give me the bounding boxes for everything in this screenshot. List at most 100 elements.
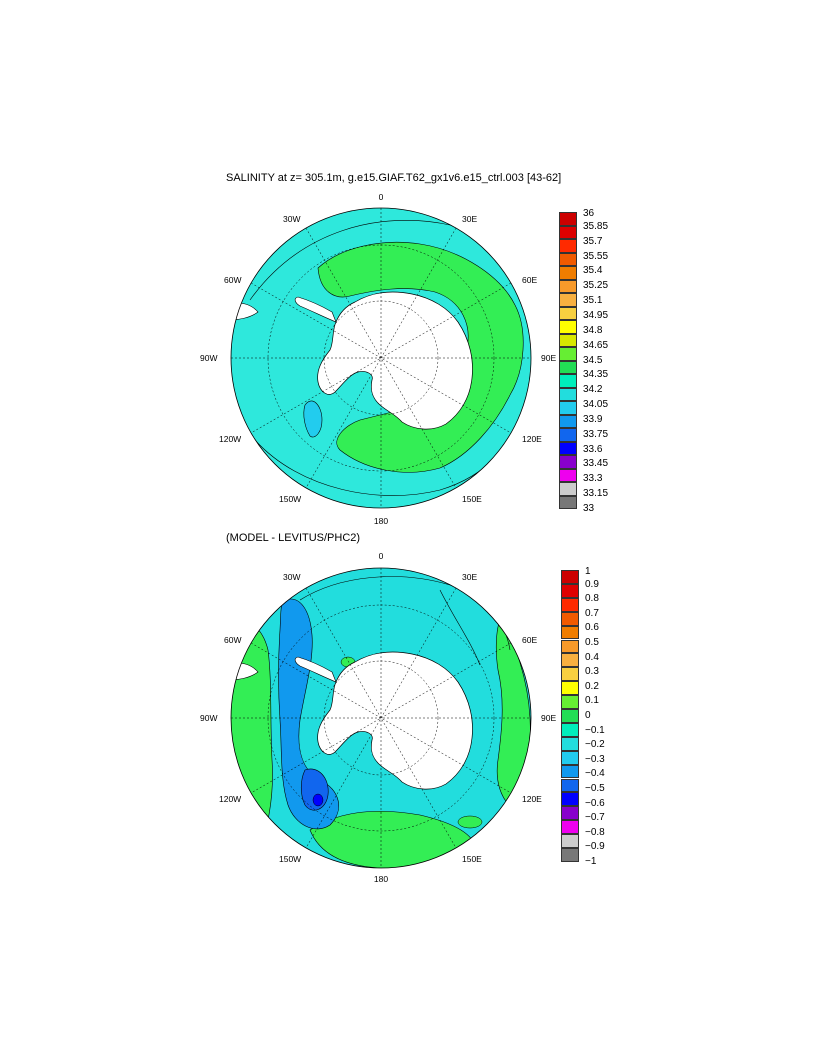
panel2-colorbar-cell — [561, 764, 579, 779]
label-120w: 120W — [219, 434, 241, 444]
panel2-colorbar-tick-label: 1 — [585, 566, 591, 577]
panel1-colorbar-tick-label: 34.8 — [583, 324, 603, 336]
panel2-colorbar-cell — [561, 848, 579, 862]
label-60e: 60E — [522, 635, 537, 645]
panel2-colorbar-cell — [561, 570, 579, 584]
panel2-colorbar-tick-label: −0.6 — [585, 797, 605, 809]
panel1-colorbar-cell — [559, 252, 577, 266]
panel2-colorbar-cell — [561, 750, 579, 765]
panel2-map — [230, 567, 532, 869]
label-120w: 120W — [219, 794, 241, 804]
panel2-colorbar-cell — [561, 709, 579, 723]
panel1-colorbar-cell — [559, 293, 577, 307]
panel2-title: (MODEL - LEVITUS/PHC2) — [226, 532, 361, 544]
label-120e: 120E — [522, 794, 542, 804]
label-90e: 90E — [541, 713, 556, 723]
label-150w: 150W — [279, 854, 301, 864]
panel2-colorbar-tick-label: −0.5 — [585, 782, 605, 794]
panel1-colorbar-tick-label: 33.45 — [583, 458, 609, 470]
panel2-colorbar-cell — [561, 597, 579, 612]
panel1-colorbar-cell — [559, 428, 577, 442]
panel1-colorbar-cell — [559, 266, 577, 280]
panel1-colorbar-cell — [559, 414, 577, 428]
panel1-colorbar-cell — [559, 482, 577, 496]
panel2-colorbar-cell — [561, 695, 579, 709]
panel1-colorbar-cell — [559, 212, 577, 226]
label-30w: 30W — [283, 572, 300, 582]
label-60w: 60W — [224, 635, 241, 645]
panel1-colorbar-cell — [559, 374, 577, 388]
panel2-colorbar-tick-label: 0.3 — [585, 666, 599, 678]
panel1-colorbar-tick-label: 33 — [583, 503, 595, 514]
panel1-map — [230, 207, 532, 509]
panel1-colorbar-tick-label: 34.95 — [583, 309, 609, 321]
panel2-colorbar-cell — [561, 722, 579, 737]
panel2-colorbar-tick-label: −0.2 — [585, 739, 605, 751]
panel1-colorbar-tick-label: 34.5 — [583, 354, 603, 366]
panel1-colorbar-tick-label: 34.65 — [583, 339, 609, 351]
panel2-colorbar-tick-label: −0.1 — [585, 724, 605, 736]
panel1-colorbar-tick-label: 33.9 — [583, 413, 603, 425]
panel1-colorbar-cell — [559, 455, 577, 469]
label-120e: 120E — [522, 434, 542, 444]
panel1-colorbar-tick-label: 35.4 — [583, 265, 603, 277]
label-180: 180 — [374, 874, 388, 884]
panel2-colorbar-cell — [561, 681, 579, 696]
panel1-colorbar-cell — [559, 401, 577, 415]
panel1-colorbar-tick-label: 33.3 — [583, 473, 603, 485]
panel1-colorbar-cell — [559, 306, 577, 320]
panel2-colorbar-cell — [561, 583, 579, 598]
panel2-colorbar-cell — [561, 834, 579, 848]
panel1-colorbar-tick-label: 34.05 — [583, 399, 609, 411]
panel2-colorbar-cell — [561, 806, 579, 821]
panel1-antarctica — [317, 291, 473, 430]
panel1-colorbar-tick-label: 36 — [583, 208, 595, 219]
panel1-colorbar-tick-label: 35.7 — [583, 235, 603, 247]
panel1-colorbar-tick-label: 34.35 — [583, 369, 609, 381]
panel2-colorbar-tick-label: 0.5 — [585, 636, 599, 648]
panel2-colorbar-cell — [561, 778, 579, 793]
panel2-colorbar-tick-label: 0.9 — [585, 578, 599, 590]
panel2-colorbar-cell — [561, 639, 579, 654]
label-30e: 30E — [462, 214, 477, 224]
panel1-colorbar-cell — [559, 279, 577, 293]
label-30w: 30W — [283, 214, 300, 224]
label-60e: 60E — [522, 275, 537, 285]
panel1-colorbar-tick-label: 35.1 — [583, 295, 603, 307]
panel2-colorbar-tick-label: −1 — [585, 855, 597, 867]
panel1-colorbar-cell — [559, 333, 577, 347]
panel1-colorbar-tick-label: 35.55 — [583, 250, 609, 262]
panel2-grid-labels: 0 180 90W 90E 30W 30E 60W 60E 120W 120E … — [200, 551, 556, 884]
panel2-colorbar-tick-label: −0.3 — [585, 753, 605, 765]
panel1-colorbar-tick-label: 35.85 — [583, 220, 609, 232]
panel1-colorbar-cell — [559, 441, 577, 455]
label-150e: 150E — [462, 494, 482, 504]
panel2-colorbar-cell — [561, 736, 579, 751]
panel2-antarctica — [317, 651, 473, 790]
panel1-colorbar-tick-label: 33.15 — [583, 488, 609, 500]
panel1-colorbar-tick-label: 33.6 — [583, 443, 603, 455]
panel1-colorbar-cell — [559, 360, 577, 374]
label-0: 0 — [379, 551, 384, 561]
panel1-colorbar-cell — [559, 347, 577, 361]
panel1-colorbar-cell — [559, 239, 577, 253]
panel2-colorbar-tick-label: 0.6 — [585, 622, 599, 634]
panel1-colorbar-tick-label: 34.2 — [583, 384, 603, 396]
label-90e: 90E — [541, 353, 556, 363]
label-180: 180 — [374, 516, 388, 526]
panel2-colorbar-tick-label: −0.8 — [585, 826, 605, 838]
label-150e: 150E — [462, 854, 482, 864]
panel1-colorbar-cell — [559, 387, 577, 401]
panel2-colorbar-cell — [561, 611, 579, 626]
panel2-colorbar-tick-label: 0 — [585, 709, 591, 721]
label-90w: 90W — [200, 713, 217, 723]
panel2-colorbar-tick-label: −0.4 — [585, 768, 605, 780]
panel2-colorbar-tick-label: 0.7 — [585, 607, 599, 619]
panel2-colorbar-cell — [561, 667, 579, 682]
label-30e: 30E — [462, 572, 477, 582]
panel2-colorbar-cell — [561, 792, 579, 807]
panel1-colorbar-cell — [559, 225, 577, 239]
panel2-colorbar-cell — [561, 653, 579, 668]
panel2-colorbar-tick-label: 0.8 — [585, 593, 599, 605]
